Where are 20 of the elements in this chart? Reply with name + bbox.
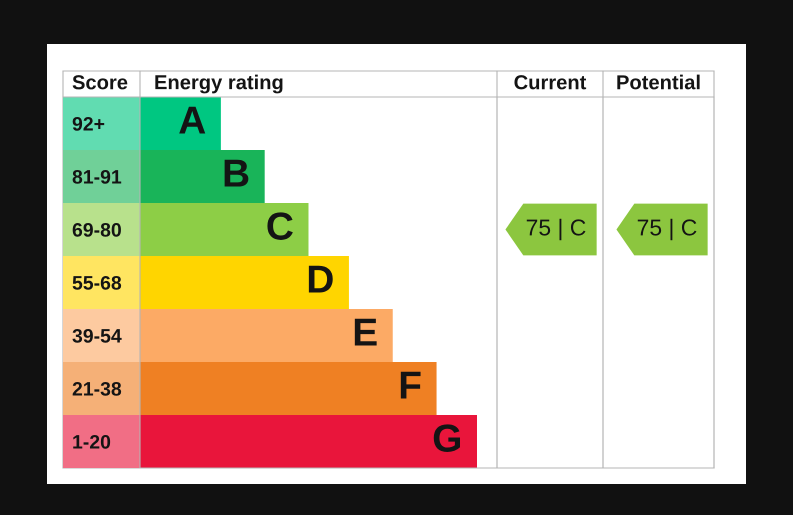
annotation: E <box>354 318 377 346</box>
text: Potential <box>617 74 700 90</box>
y-tick-label: 92+ <box>72 116 104 131</box>
y-tick-label: 1-20 <box>73 434 110 449</box>
text: 75 | C <box>638 218 696 240</box>
annotation: G <box>434 424 460 452</box>
y-tick-label: 81-91 <box>72 170 122 184</box>
text: Current <box>514 75 586 90</box>
y-tick-label: 21-38 <box>72 382 122 396</box>
annotation: F <box>400 372 421 399</box>
annotation: B <box>224 160 248 187</box>
chart-title: Energy rating <box>155 74 282 94</box>
text: 75 | C <box>526 218 586 240</box>
annotation: A <box>179 106 206 134</box>
y-axis-title: Score <box>72 75 128 90</box>
annotation: D <box>308 266 333 293</box>
y-tick-label: 69-80 <box>72 222 121 237</box>
y-tick-label: 55-68 <box>72 276 122 290</box>
y-tick-label: 39-54 <box>72 328 122 343</box>
annotation: C <box>267 212 293 240</box>
